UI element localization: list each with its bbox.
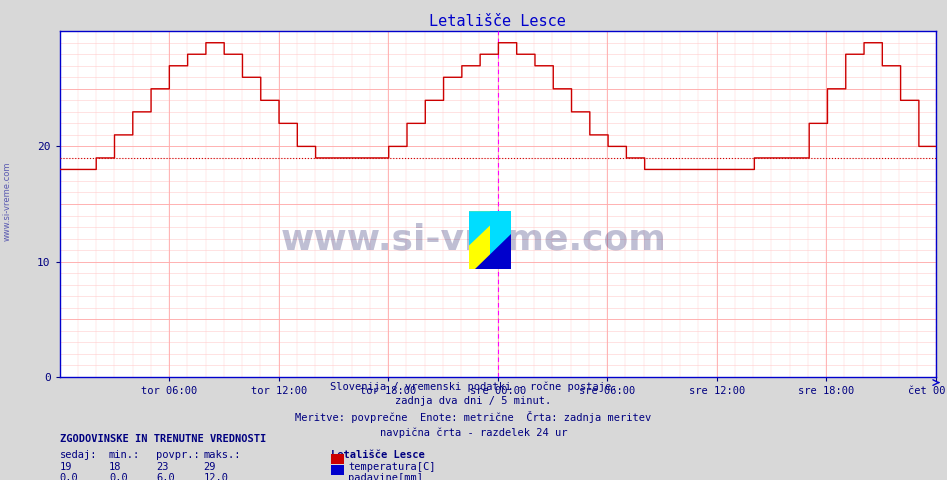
Text: povpr.:: povpr.:	[156, 450, 200, 460]
Text: 12,0: 12,0	[204, 473, 228, 480]
Bar	[491, 211, 511, 269]
Text: 19: 19	[60, 462, 72, 472]
Text: 29: 29	[204, 462, 216, 472]
Text: temperatura[C]: temperatura[C]	[348, 462, 436, 472]
Text: 18: 18	[109, 462, 121, 472]
Text: www.si-vreme.com: www.si-vreme.com	[280, 223, 667, 257]
Text: www.si-vreme.com: www.si-vreme.com	[3, 162, 12, 241]
Bar	[469, 211, 491, 269]
Text: sedaj:: sedaj:	[60, 450, 98, 460]
Text: 23: 23	[156, 462, 169, 472]
Title: Letališče Lesce: Letališče Lesce	[429, 13, 566, 29]
Text: Slovenija / vremenski podatki - ročne postaje.
zadnja dva dni / 5 minut.
Meritve: Slovenija / vremenski podatki - ročne po…	[295, 382, 652, 438]
Text: maks.:: maks.:	[204, 450, 241, 460]
Text: min.:: min.:	[109, 450, 140, 460]
Text: 6,0: 6,0	[156, 473, 175, 480]
Text: Letališče Lesce: Letališče Lesce	[331, 450, 425, 460]
Text: ZGODOVINSKE IN TRENUTNE VREDNOSTI: ZGODOVINSKE IN TRENUTNE VREDNOSTI	[60, 434, 266, 444]
Text: 0,0: 0,0	[109, 473, 128, 480]
Polygon shape	[475, 234, 511, 269]
Polygon shape	[469, 211, 505, 246]
Text: padavine[mm]: padavine[mm]	[348, 473, 423, 480]
Text: 0,0: 0,0	[60, 473, 79, 480]
